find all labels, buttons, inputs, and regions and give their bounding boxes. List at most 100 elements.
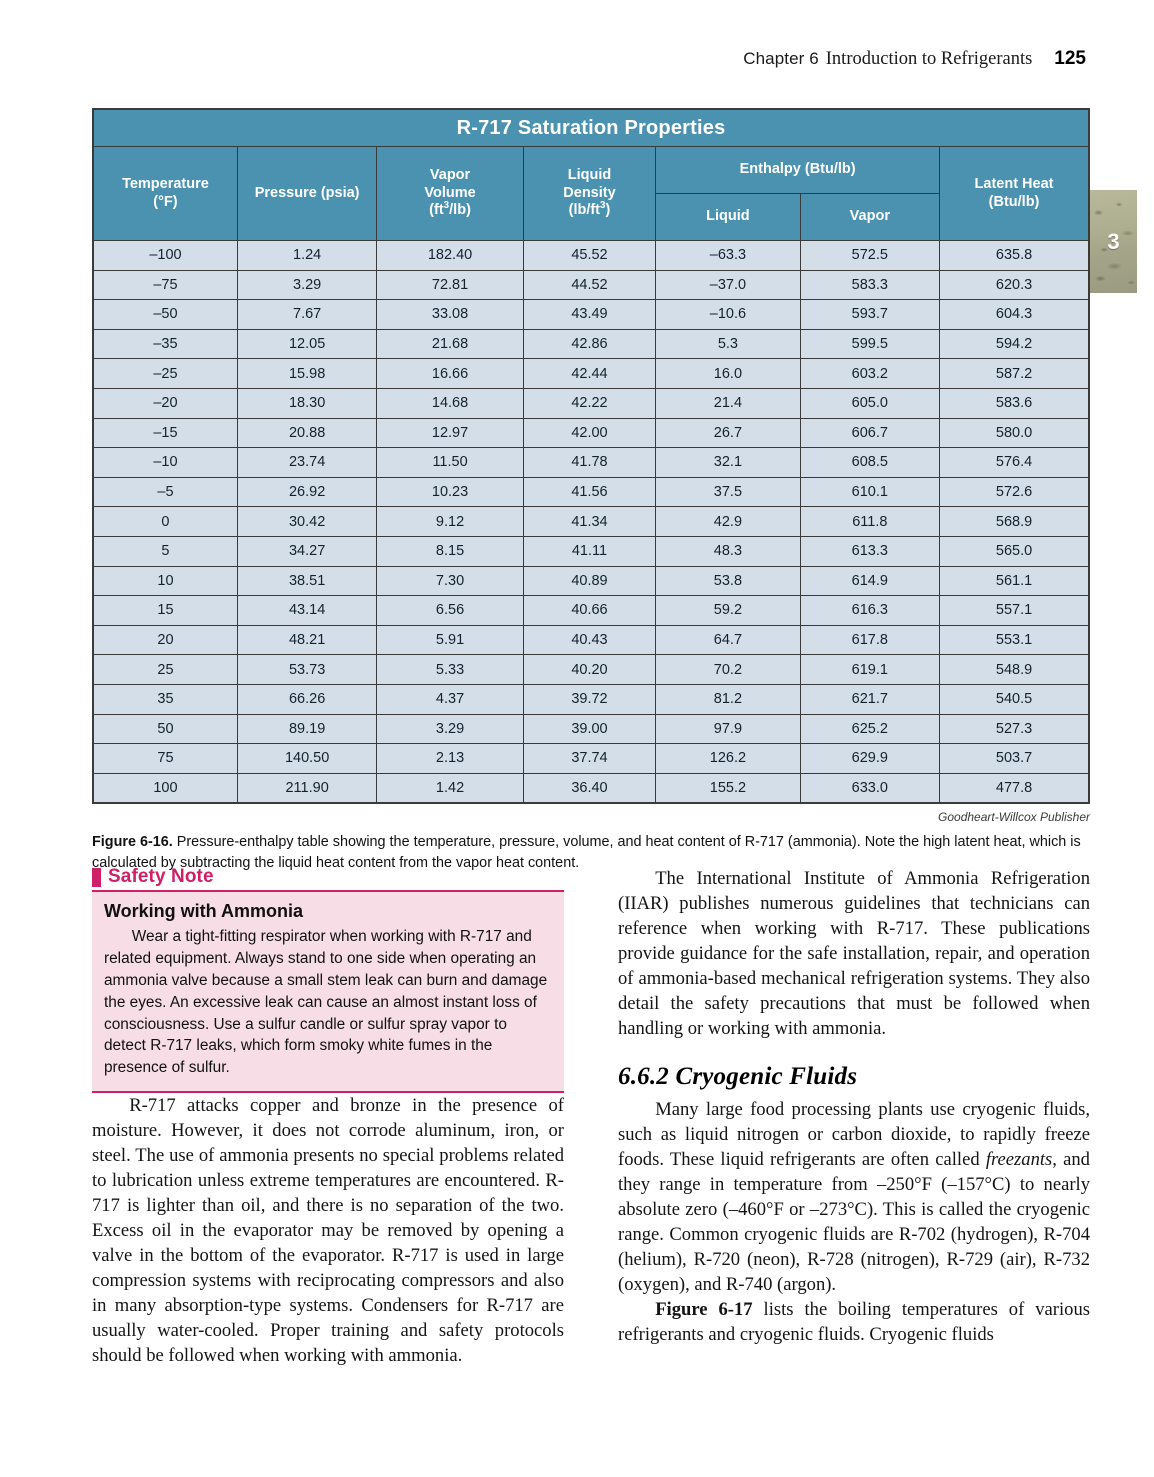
col-header-liquid-density-line1: Liquid [567, 166, 612, 183]
table-row: 50 89.19 3.29 39.00 97.9 625.2 527.3 [92, 713, 1090, 745]
table-row: 0 30.42 9.12 41.34 42.9 611.8 568.9 [92, 506, 1090, 537]
section-heading-6-6-2: 6.6.2 Cryogenic Fluids [618, 1063, 858, 1090]
table-cell: 15 [92, 595, 238, 626]
running-head: Chapter 6 Introduction to Refrigerants 1… [743, 48, 1086, 70]
table-cell: 15.98 [236, 358, 378, 389]
table-cell: 42.22 [522, 387, 657, 419]
chapter-tab-number: 3 [1107, 228, 1120, 254]
right-column: The International Institute of Ammonia R… [618, 866, 1090, 1347]
table-cell: 5.3 [655, 328, 801, 360]
table-cell: 629.9 [799, 743, 941, 774]
table-row: 100 211.90 1.42 36.40 155.2 633.0 477.8 [92, 772, 1090, 804]
running-head-chapter: Chapter 6 [743, 49, 819, 68]
table-cell: 41.34 [522, 506, 657, 537]
col-header-vapor-volume-line2: Volume [424, 184, 476, 201]
table-cell: 561.1 [939, 565, 1090, 597]
table-cell: 140.50 [236, 743, 378, 774]
right-paragraph-2-part2: , and they range in temperature from –25… [618, 1149, 1090, 1295]
table-cell: 583.3 [799, 269, 941, 301]
table-cell: 611.8 [799, 506, 941, 537]
table-cell: 50 [92, 713, 238, 745]
table-cell: 25 [92, 654, 238, 685]
col-header-liquid-density-line2: Density [563, 184, 616, 201]
table-cell: 35 [92, 683, 238, 715]
table-cell: 7.67 [236, 299, 378, 330]
table-cell: –15 [92, 417, 238, 449]
table-cell: 3.29 [236, 269, 378, 301]
table-row: –15 20.88 12.97 42.00 26.7 606.7 580.0 [92, 417, 1090, 449]
col-header-temperature-line1: Temperature [122, 175, 209, 192]
table-cell: 605.0 [799, 387, 941, 419]
table-header-row-1: Temperature (°F) Pressure (psia) Vapor V… [92, 146, 1090, 241]
table-cell: 40.43 [522, 624, 657, 656]
table-cell: 553.1 [939, 624, 1090, 656]
table-cell: 53.8 [655, 565, 801, 597]
table-cell: 616.3 [799, 595, 941, 626]
table-cell: 610.1 [799, 476, 941, 508]
table-cell: 40.89 [522, 565, 657, 597]
figure-6-17-reference: Figure 6-17 [655, 1299, 753, 1320]
table-row: 75 140.50 2.13 37.74 126.2 629.9 503.7 [92, 743, 1090, 774]
table-cell: 617.8 [799, 624, 941, 656]
table-cell: 621.7 [799, 683, 941, 715]
table-cell: 66.26 [236, 683, 378, 715]
chapter-thumb-tab: 3 [1090, 190, 1137, 293]
table-row: –35 12.05 21.68 42.86 5.3 599.5 594.2 [92, 328, 1090, 360]
term-freezants: freezants [985, 1149, 1053, 1170]
table-cell: –75 [92, 269, 238, 301]
table-row: 25 53.73 5.33 40.20 70.2 619.1 548.9 [92, 654, 1090, 685]
table-cell: 182.40 [376, 240, 524, 271]
col-header-latent-heat: Latent Heat (Btu/lb) [939, 146, 1090, 241]
table-cell: 603.2 [799, 358, 941, 389]
table-cell: 608.5 [799, 447, 941, 478]
table-cell: 503.7 [939, 743, 1090, 774]
table-row: 15 43.14 6.56 40.66 59.2 616.3 557.1 [92, 595, 1090, 626]
table-header-row-2: Liquid Vapor [93, 193, 1089, 241]
r717-saturation-properties-table: R-717 Saturation Properties Temperature … [92, 108, 1090, 805]
table-cell: –10 [92, 447, 238, 478]
page-number: 125 [1054, 48, 1086, 69]
safety-note-header-label: Safety Note [108, 866, 214, 887]
image-credit: Goodheart-Willcox Publisher [938, 810, 1090, 825]
table-cell: 48.3 [655, 535, 801, 567]
table-cell: 604.3 [939, 299, 1090, 330]
table-cell: 72.81 [376, 269, 524, 301]
col-header-pressure: Pressure (psia) [236, 146, 378, 241]
table-cell: 5.91 [376, 624, 524, 656]
table-cell: 41.11 [522, 535, 657, 567]
table-cell: 619.1 [799, 654, 941, 685]
table-cell: 21.4 [655, 387, 801, 419]
table-cell: 37.5 [655, 476, 801, 508]
table-cell: 11.50 [376, 447, 524, 478]
table-cell: 620.3 [939, 269, 1090, 301]
col-header-latent-heat-line2: (Btu/lb) [988, 193, 1040, 210]
table-cell: 21.68 [376, 328, 524, 360]
figure-6-16: R-717 Saturation Properties Temperature … [92, 108, 1090, 873]
table-cell: 580.0 [939, 417, 1090, 449]
table-cell: –63.3 [655, 240, 801, 271]
table-cell: 7.30 [376, 565, 524, 597]
col-header-vapor-volume: Vapor Volume (ft3/lb) [376, 146, 524, 241]
table-cell: 16.0 [655, 358, 801, 389]
left-column: Safety Note Working with Ammonia Wear a … [92, 866, 564, 1368]
table-cell: 12.97 [376, 417, 524, 449]
table-cell: 45.52 [522, 240, 657, 271]
figure-caption: Figure 6-16. Pressure-enthalpy table sho… [92, 832, 1090, 873]
table-cell: 20 [92, 624, 238, 656]
table-cell: 43.14 [236, 595, 378, 626]
table-cell: 20.88 [236, 417, 378, 449]
table-row: –20 18.30 14.68 42.22 21.4 605.0 583.6 [92, 387, 1090, 419]
table-cell: 43.49 [522, 299, 657, 330]
table-cell: 40.20 [522, 654, 657, 685]
col-header-liquid-density: Liquid Density (lb/ft3) [522, 146, 657, 241]
table-cell: 14.68 [376, 387, 524, 419]
table-cell: 37.74 [522, 743, 657, 774]
table-cell: –37.0 [655, 269, 801, 301]
table-cell: –25 [92, 358, 238, 389]
col-header-latent-heat-line1: Latent Heat [974, 175, 1054, 192]
table-row: –10 23.74 11.50 41.78 32.1 608.5 576.4 [92, 447, 1090, 478]
safety-note-box: Working with Ammonia Wear a tight-fittin… [92, 892, 564, 1094]
table-cell: 9.12 [376, 506, 524, 537]
table-cell: 6.56 [376, 595, 524, 626]
right-paragraph-2: Many large food processing plants use cr… [618, 1097, 1090, 1297]
